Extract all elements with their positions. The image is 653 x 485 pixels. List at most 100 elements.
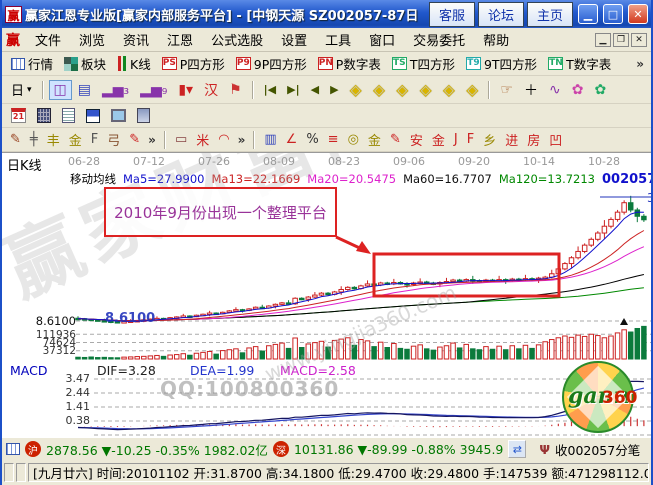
child-restore-button[interactable]: ❐ — [613, 32, 629, 47]
gold-angle-tool[interactable]: 金 — [431, 134, 445, 149]
menu-item-7[interactable]: 窗口 — [369, 34, 396, 49]
draw-pen-tool[interactable]: ✎ — [389, 132, 401, 147]
notepad-icon[interactable] — [57, 106, 80, 125]
platform-highlight-box[interactable] — [372, 252, 561, 298]
wave-tool-tool[interactable]: 凹 — [549, 134, 563, 149]
prev-icon[interactable]: ◀ — [310, 83, 320, 96]
gold-lines-tool[interactable]: 金 — [367, 134, 381, 149]
toolbar1-more-button[interactable]: » — [636, 56, 644, 71]
square-lr-icon[interactable]: ◈ — [396, 80, 409, 99]
speed-line-tool[interactable]: 进 — [505, 134, 519, 149]
drawing-more-b[interactable]: » — [237, 132, 246, 147]
save-icon[interactable] — [81, 107, 105, 125]
gold-fan-tool[interactable]: 乡 — [483, 134, 497, 149]
menu-item-8[interactable]: 交易委托 — [413, 34, 466, 49]
p-square-icon: PS — [161, 57, 177, 70]
rays-tool[interactable]: 米 — [196, 134, 210, 149]
stock-code: 002057 — [602, 172, 651, 187]
candle-style-icon[interactable]: ▮▾ — [178, 81, 194, 98]
export-icon[interactable] — [106, 107, 131, 124]
square-left-icon[interactable]: ◈ — [349, 80, 362, 99]
homepage-button[interactable]: 主页 — [526, 1, 573, 27]
square-all-icon[interactable]: ◈ — [442, 80, 456, 99]
menu-item-4[interactable]: 公式选股 — [211, 34, 264, 49]
next-icon[interactable]: ▶ — [330, 83, 339, 96]
square-center-icon[interactable]: ◈ — [466, 80, 479, 99]
nine-pane-icon[interactable]: ▂▅₉ — [140, 81, 168, 98]
toolbar-sectors-button[interactable]: 板块 — [59, 52, 111, 75]
child-close-button[interactable]: ✕ — [631, 32, 647, 47]
menu-item-2[interactable]: 资讯 — [123, 34, 150, 49]
hand-icon[interactable]: ☞ — [500, 81, 513, 98]
period-dropdown-icon: ▾ — [27, 84, 32, 95]
customer-service-button[interactable]: 客服 — [428, 1, 475, 27]
date-tick-0: 06-28 — [68, 155, 100, 168]
square-out-icon[interactable]: ◈ — [419, 80, 432, 99]
gann-box-tool[interactable]: 安 — [409, 134, 423, 149]
maximize-button[interactable]: □ — [603, 4, 623, 24]
index-switch-button[interactable]: ⇄ — [508, 440, 527, 458]
calendar-icon[interactable]: 21 — [6, 106, 31, 125]
menu-item-0[interactable]: 文件 — [35, 34, 62, 49]
menu-item-3[interactable]: 江恩 — [167, 34, 194, 49]
toolbar-t-square-button[interactable]: TS T四方形 — [387, 52, 460, 75]
gold-vertical-tool[interactable]: 丰 — [46, 134, 60, 149]
p-table-label: P数字表 — [335, 57, 381, 72]
candlestick-chart[interactable] — [2, 153, 651, 437]
tick-data-label[interactable]: 收002057分笔 — [555, 442, 641, 458]
menu-item-5[interactable]: 设置 — [281, 34, 308, 49]
toolbar-t-table-button[interactable]: TN T数字表 — [543, 52, 616, 75]
period-selector[interactable]: 日 ▾ — [6, 78, 37, 101]
arc-spiral-tool[interactable]: 弓 — [107, 134, 121, 149]
9p-square-label: 9P四方形 — [253, 57, 307, 72]
layout-icon[interactable]: ◫ — [48, 79, 72, 100]
date-tick-8: 10-28 — [588, 155, 620, 168]
pct-resist-tool[interactable]: ∠ — [285, 132, 298, 147]
flower-green-icon[interactable]: ✿ — [594, 81, 607, 98]
room-line-tool[interactable]: 房 — [527, 134, 541, 149]
calculator-icon[interactable] — [32, 106, 56, 125]
info-list-icon[interactable]: ▤ — [77, 81, 92, 98]
gold-circle-tool[interactable]: ◎ — [347, 132, 359, 147]
crosshair-icon[interactable]: ＋ — [523, 82, 538, 99]
menu-item-9[interactable]: 帮助 — [483, 34, 510, 49]
toolbar-9p-square-button[interactable]: P9 9P四方形 — [231, 52, 312, 75]
grid-lines-tool[interactable]: ╪ — [29, 132, 38, 147]
annotation-box[interactable]: 2010年9月份出现一个整理平台 — [104, 187, 337, 237]
child-minimize-button[interactable]: ▁ — [595, 32, 611, 47]
menu-item-6[interactable]: 工具 — [325, 34, 352, 49]
three-pane-icon[interactable]: ▂▅₃ — [102, 81, 130, 98]
toolbar-p-table-button[interactable]: PN P数字表 — [313, 52, 386, 75]
pencil-tool[interactable]: ✎ — [10, 132, 21, 147]
brush-tool[interactable]: ✎ — [129, 132, 141, 147]
toolbar-kline-button[interactable]: K线 — [112, 52, 156, 75]
square-right-icon[interactable]: ◈ — [372, 80, 386, 99]
toolbar-quotes-button[interactable]: 行情 — [6, 52, 58, 75]
toolbar-9t-square-button[interactable]: T9 9T四方形 — [461, 52, 542, 75]
gann-char-icon[interactable]: 汉 — [204, 82, 219, 99]
measure-tool[interactable]: ▥ — [264, 132, 277, 147]
first-icon[interactable]: |◀ — [263, 83, 277, 96]
pct-lines-tool[interactable]: ≡ — [327, 132, 339, 147]
rect-tool-tool[interactable]: ▭ — [174, 132, 188, 147]
fan-tool[interactable]: ◠ — [218, 132, 230, 147]
f-angle-tool[interactable]: F — [466, 132, 475, 147]
forum-button[interactable]: 论坛 — [477, 1, 524, 27]
flower-pink-icon[interactable]: ✿ — [571, 81, 584, 98]
device-icon[interactable] — [132, 106, 155, 125]
drawing-more-a[interactable]: » — [148, 132, 156, 147]
wave-icon[interactable]: ∿ — [548, 81, 561, 98]
flag-icon[interactable]: ⚑ — [229, 81, 242, 98]
j-angle-tool[interactable]: J — [453, 132, 458, 147]
macd-dif-value: DIF=3.28 — [97, 363, 156, 378]
gold-section-tool[interactable]: 金 — [68, 134, 82, 149]
status-cell-1 — [4, 463, 14, 482]
f-line-tool[interactable]: F — [90, 132, 99, 147]
menu-item-1[interactable]: 浏览 — [79, 34, 106, 49]
quote-grid-icon[interactable] — [6, 443, 20, 455]
last-icon[interactable]: ▶| — [287, 83, 300, 96]
toolbar-p-square-button[interactable]: PS P四方形 — [157, 52, 230, 75]
percent-tool[interactable]: % — [306, 132, 319, 147]
minimize-button[interactable]: ▁ — [578, 4, 598, 24]
close-button[interactable]: ✕ — [628, 4, 648, 24]
